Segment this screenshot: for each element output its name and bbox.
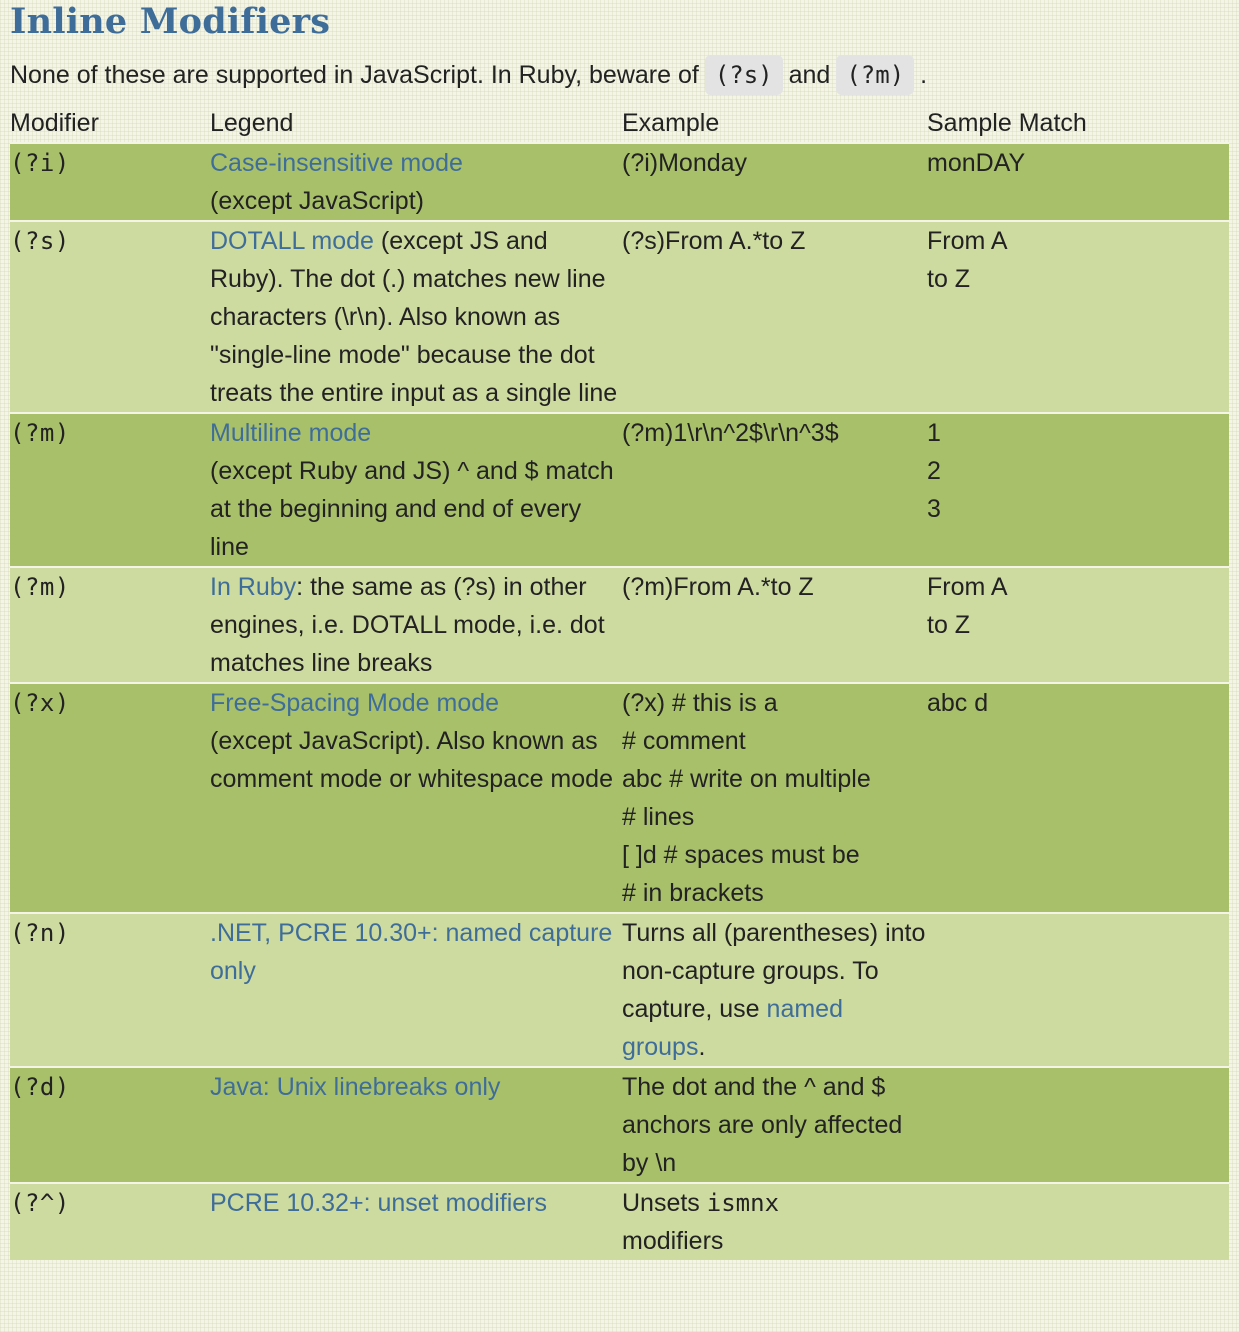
legend-link[interactable]: DOTALL mode (210, 227, 374, 255)
example-cell: (?i)Monday (622, 143, 927, 221)
modifier-cell: (?m) (10, 567, 210, 683)
legend-link[interactable]: Free-Spacing Mode mode (210, 689, 500, 717)
example-after: modifiers (622, 1227, 724, 1255)
modifier-cell: (?d) (10, 1067, 210, 1183)
legend-cell: Case-insensitive mode (except JavaScript… (210, 143, 622, 221)
modifier-cell: (?x) (10, 683, 210, 913)
intro-code-m: (?m) (836, 55, 915, 95)
example-text: Unsets (622, 1189, 700, 1217)
example-cell: (?m)From A.*to Z (622, 567, 927, 683)
legend-link[interactable]: .NET, PCRE 10.30+: named capture only (210, 919, 613, 985)
table-row: (?^) PCRE 10.32+: unset modifiers Unsets… (10, 1183, 1229, 1260)
legend-cell: DOTALL mode (except JS and Ruby). The do… (210, 221, 622, 413)
table-row: (?n) .NET, PCRE 10.30+: named capture on… (10, 913, 1229, 1067)
legend-cell: Multiline mode (except Ruby and JS) ^ an… (210, 413, 622, 567)
modifier-cell: (?^) (10, 1183, 210, 1260)
inline-modifiers-section: Inline Modifiers None of these are suppo… (10, 0, 1229, 1260)
intro-paragraph: None of these are supported in JavaScrip… (10, 46, 1229, 104)
example-cell: (?x) # this is a # comment abc # write o… (622, 683, 927, 913)
page-title: Inline Modifiers (10, 1, 331, 42)
modifier-cell: (?n) (10, 913, 210, 1067)
sample-cell (927, 1183, 1229, 1260)
example-cell: Unsets ismnx modifiers (622, 1183, 927, 1260)
modifiers-table: Modifier Legend Example Sample Match (?i… (10, 104, 1229, 1260)
example-text: Turns all (parentheses) into non-capture… (622, 919, 926, 1023)
example-period: . (698, 1033, 706, 1061)
table-row: (?m) Multiline mode (except Ruby and JS)… (10, 413, 1229, 567)
table-row: (?d) Java: Unix linebreaks only The dot … (10, 1067, 1229, 1183)
sample-cell (927, 1067, 1229, 1183)
legend-text: (except JavaScript) (210, 187, 424, 215)
legend-link[interactable]: PCRE 10.32+: unset modifiers (210, 1189, 547, 1217)
legend-cell: In Ruby: the same as (?s) in other engin… (210, 567, 622, 683)
legend-link[interactable]: Multiline mode (210, 419, 372, 447)
legend-link[interactable]: Case-insensitive mode (210, 149, 463, 177)
legend-text: : the same as (?s) in other engines, i.e… (210, 573, 605, 677)
header-legend: Legend (210, 109, 294, 137)
sample-cell: From A to Z (927, 221, 1229, 413)
table-row: (?i) Case-insensitive mode (except JavaS… (10, 143, 1229, 221)
sample-cell: 1 2 3 (927, 413, 1229, 567)
sample-cell: monDAY (927, 143, 1229, 221)
intro-code-s: (?s) (704, 55, 783, 95)
legend-text: (except Ruby and JS) ^ and $ match at th… (210, 457, 614, 561)
table-header-row: Modifier Legend Example Sample Match (10, 104, 1229, 143)
legend-link[interactable]: Java: Unix linebreaks only (210, 1073, 501, 1101)
legend-cell: PCRE 10.32+: unset modifiers (210, 1183, 622, 1260)
modifier-cell: (?i) (10, 143, 210, 221)
example-cell: Turns all (parentheses) into non-capture… (622, 913, 927, 1067)
legend-cell: Free-Spacing Mode mode (except JavaScrip… (210, 683, 622, 913)
intro-text: None of these are supported in JavaScrip… (10, 61, 699, 89)
example-cell: The dot and the ^ and $ anchors are only… (622, 1067, 927, 1183)
modifier-cell: (?s) (10, 221, 210, 413)
legend-cell: .NET, PCRE 10.30+: named capture only (210, 913, 622, 1067)
example-cell: (?s)From A.*to Z (622, 221, 927, 413)
modifier-cell: (?m) (10, 413, 210, 567)
legend-link[interactable]: In Ruby (210, 573, 297, 601)
table-row: (?s) DOTALL mode (except JS and Ruby). T… (10, 221, 1229, 413)
example-code: ismnx (706, 1189, 780, 1217)
header-modifier: Modifier (10, 109, 99, 137)
table-row: (?m) In Ruby: the same as (?s) in other … (10, 567, 1229, 683)
intro-text-and: and (788, 61, 831, 89)
legend-cell: Java: Unix linebreaks only (210, 1067, 622, 1183)
sample-cell (927, 913, 1229, 1067)
table-row: (?x) Free-Spacing Mode mode (except Java… (10, 683, 1229, 913)
sample-cell: From A to Z (927, 567, 1229, 683)
header-sample-match: Sample Match (927, 109, 1087, 137)
legend-text: (except JavaScript). Also known as comme… (210, 727, 613, 793)
header-example: Example (622, 109, 720, 137)
example-cell: (?m)1\r\n^2$\r\n^3$ (622, 413, 927, 567)
named-groups-link[interactable]: named groups (622, 995, 843, 1061)
legend-text: (except JS and Ruby). The dot (.) matche… (210, 227, 618, 407)
intro-text-period: . (920, 61, 928, 89)
sample-cell: abc d (927, 683, 1229, 913)
